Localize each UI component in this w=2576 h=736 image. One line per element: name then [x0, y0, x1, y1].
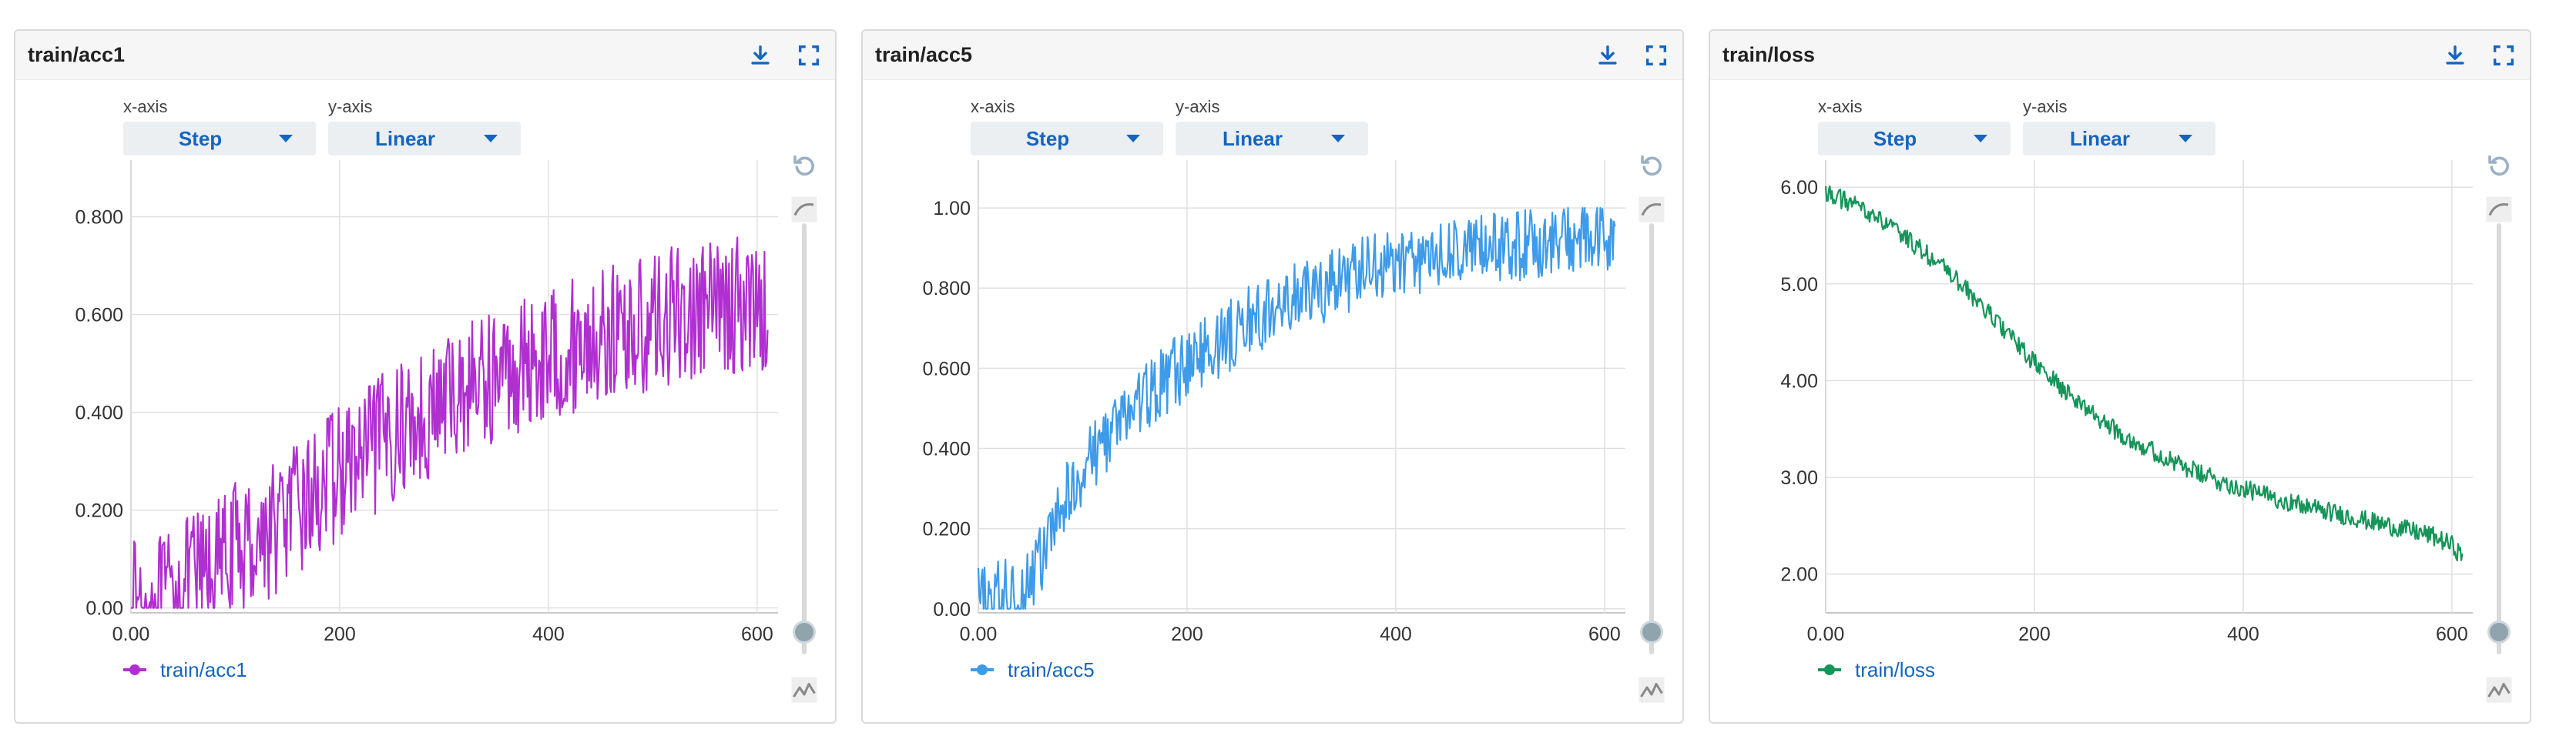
card-header: train/acc1	[15, 31, 835, 80]
y-axis-label: y-axis	[1176, 97, 1220, 116]
chart-card: train/acc1 x-axis y-axis Step Linear 0.00 0.20…	[14, 29, 837, 724]
chevron-down-icon	[1331, 135, 1345, 142]
fullscreen-icon[interactable]	[1643, 42, 1669, 69]
reset-zoom-icon[interactable]	[1638, 151, 1665, 179]
reset-zoom-icon[interactable]	[790, 151, 818, 179]
y-tick-label: 0.800	[75, 207, 123, 229]
download-icon[interactable]	[1595, 42, 1621, 69]
chart-card: train/acc5 x-axis y-axis Step Linear 0.00 0.20…	[861, 29, 1684, 724]
chart-plot: 2.00 3.00 4.00 5.00 6.00 0.00 200 400 600	[1780, 160, 2473, 645]
x-axis-select-value: Step	[1873, 127, 1917, 150]
y-tick-label: 0.400	[922, 439, 971, 460]
chart-type-icon[interactable]	[790, 676, 818, 704]
x-tick-label: 400	[532, 624, 565, 645]
series-line-train-loss	[1824, 185, 2464, 562]
x-tick-label: 200	[2018, 624, 2051, 645]
x-axis-select[interactable]: Step	[1818, 122, 2011, 156]
chart-plot: 0.00 0.200 0.400 0.600 0.800 0.00 200 400 600	[75, 160, 778, 645]
card-header: train/acc5	[863, 31, 1682, 80]
y-axis-select-value: Linear	[374, 127, 436, 150]
x-axis-label: x-axis	[1818, 97, 1863, 116]
y-axis-select-value: Linear	[1222, 127, 1283, 150]
legend-label: train/loss	[1855, 658, 1936, 681]
fullscreen-icon[interactable]	[2490, 42, 2517, 69]
y-tick-label: 2.00	[1780, 564, 1818, 586]
chart-title: train/acc5	[875, 43, 973, 66]
y-tick-label: 0.600	[75, 305, 123, 326]
legend-dot	[129, 664, 140, 675]
smoothing-slider-track[interactable]	[802, 223, 807, 654]
y-tick-label: 5.00	[1780, 274, 1818, 296]
series-line-train-acc1	[131, 236, 769, 609]
legend-dot	[977, 664, 988, 675]
slider-icon[interactable]	[2487, 621, 2511, 644]
y-tick-label: 0.00	[933, 599, 971, 621]
legend-label: train/acc1	[160, 658, 247, 681]
x-tick-label: 0.00	[1807, 624, 1845, 645]
x-axis-select-value: Step	[178, 127, 223, 150]
chevron-down-icon	[279, 135, 293, 142]
chevron-down-icon	[1126, 135, 1140, 142]
y-tick-label: 6.00	[1780, 177, 1818, 199]
y-tick-label: 0.200	[75, 500, 123, 522]
chevron-down-icon	[484, 135, 498, 142]
smoothing-icon[interactable]	[2485, 196, 2513, 223]
x-tick-label: 600	[1588, 624, 1621, 645]
x-tick-label: 400	[2227, 624, 2259, 645]
y-tick-label: 0.400	[75, 403, 123, 424]
y-tick-label: 0.800	[922, 278, 971, 299]
download-icon[interactable]	[2442, 42, 2468, 69]
smoothing-icon[interactable]	[790, 196, 818, 223]
legend-label: train/acc5	[1008, 658, 1095, 681]
chart-type-icon[interactable]	[2485, 676, 2513, 704]
x-axis-select-value: Step	[1025, 127, 1070, 150]
reset-zoom-icon[interactable]	[2485, 151, 2513, 179]
y-tick-label: 1.00	[933, 198, 971, 219]
x-axis-select[interactable]: Step	[123, 122, 316, 156]
x-tick-label: 400	[1380, 624, 1412, 645]
y-tick-label: 0.600	[922, 358, 971, 380]
y-tick-label: 3.00	[1780, 467, 1818, 489]
chevron-down-icon	[1974, 135, 1987, 142]
y-tick-label: 0.200	[922, 519, 971, 540]
x-tick-label: 200	[324, 624, 356, 645]
x-axis-label: x-axis	[971, 97, 1015, 116]
smoothing-icon[interactable]	[1638, 196, 1665, 223]
x-axis-select[interactable]: Step	[971, 122, 1163, 156]
x-tick-label: 200	[1171, 624, 1203, 645]
legend-dot	[1824, 664, 1835, 675]
fullscreen-icon[interactable]	[796, 42, 822, 69]
x-axis-label: x-axis	[123, 97, 168, 116]
y-tick-label: 0.00	[86, 598, 123, 620]
chart-title: train/acc1	[28, 43, 126, 66]
smoothing-slider-track[interactable]	[2497, 223, 2501, 654]
x-tick-label: 0.00	[112, 624, 150, 645]
series-line-train-acc5	[977, 207, 1616, 610]
smoothing-slider-track[interactable]	[1649, 223, 1654, 654]
chart-type-icon[interactable]	[1638, 676, 1665, 704]
y-axis-select-value: Linear	[2069, 127, 2131, 150]
slider-icon[interactable]	[1640, 621, 1663, 644]
chart-card: train/loss x-axis y-axis Step Linear 2.00 3.00…	[1709, 29, 2531, 724]
y-axis-select[interactable]: Linear	[1176, 122, 1368, 156]
x-tick-label: 600	[741, 624, 773, 645]
y-axis-label: y-axis	[2023, 97, 2068, 116]
chart-title: train/loss	[1722, 43, 1816, 66]
card-header: train/loss	[1710, 31, 2530, 80]
x-tick-label: 600	[2436, 624, 2468, 645]
y-axis-select[interactable]: Linear	[2023, 122, 2215, 156]
y-axis-select[interactable]: Linear	[328, 122, 521, 156]
slider-icon[interactable]	[793, 621, 816, 644]
chart-plot: 0.00 0.200 0.400 0.600 0.800 1.00 0.00 200 400 60…	[922, 160, 1625, 645]
y-tick-label: 4.00	[1780, 370, 1818, 392]
download-icon[interactable]	[747, 42, 773, 69]
chevron-down-icon	[2179, 135, 2192, 142]
x-tick-label: 0.00	[960, 624, 998, 645]
y-axis-label: y-axis	[328, 97, 373, 116]
